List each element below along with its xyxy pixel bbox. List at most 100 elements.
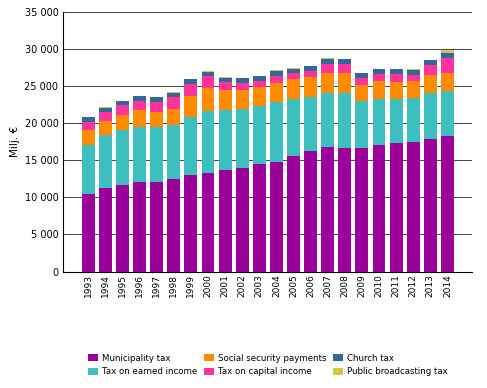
Bar (99, 121, 112, 135)
Bar (304, 97, 317, 151)
Bar (424, 60, 437, 65)
Bar (304, 66, 317, 71)
Bar (424, 139, 437, 272)
Bar (202, 111, 214, 173)
Bar (407, 98, 420, 142)
Bar (424, 75, 437, 94)
Bar (133, 127, 146, 182)
Bar (168, 109, 180, 125)
Bar (219, 90, 231, 111)
Bar (202, 88, 214, 111)
Bar (441, 73, 454, 91)
Bar (253, 164, 266, 272)
Bar (236, 109, 249, 168)
Bar (253, 87, 266, 106)
Bar (338, 147, 351, 272)
Bar (441, 58, 454, 73)
Bar (185, 117, 197, 175)
Bar (219, 78, 231, 82)
Bar (133, 182, 146, 272)
Bar (99, 108, 112, 112)
Bar (270, 71, 283, 76)
Bar (287, 99, 300, 156)
Bar (321, 93, 334, 147)
Bar (168, 179, 180, 272)
Bar (185, 96, 197, 117)
Bar (116, 105, 129, 115)
Bar (150, 182, 163, 272)
Bar (373, 99, 385, 145)
Bar (441, 53, 454, 58)
Bar (338, 59, 351, 64)
Bar (116, 130, 129, 185)
Bar (407, 70, 420, 75)
Bar (116, 101, 129, 105)
Bar (82, 194, 95, 272)
Bar (236, 168, 249, 272)
Bar (202, 72, 214, 76)
Bar (321, 147, 334, 272)
Bar (236, 90, 249, 109)
Bar (287, 156, 300, 272)
Bar (390, 99, 402, 143)
Bar (202, 173, 214, 272)
Bar (407, 81, 420, 98)
Bar (338, 73, 351, 94)
Bar (407, 75, 420, 81)
Bar (441, 136, 454, 272)
Bar (82, 146, 95, 194)
Bar (99, 135, 112, 189)
Bar (321, 64, 334, 73)
Bar (236, 78, 249, 83)
Bar (356, 73, 368, 78)
Bar (270, 102, 283, 162)
Bar (304, 151, 317, 272)
Bar (253, 81, 266, 87)
Bar (82, 130, 95, 146)
Bar (390, 143, 402, 272)
Bar (219, 170, 231, 272)
Bar (356, 101, 368, 147)
Bar (338, 64, 351, 73)
Bar (441, 50, 454, 53)
Bar (373, 74, 385, 81)
Bar (407, 142, 420, 272)
Bar (150, 102, 163, 112)
Bar (99, 189, 112, 272)
Bar (270, 162, 283, 272)
Bar (219, 82, 231, 90)
Bar (356, 85, 368, 101)
Bar (338, 94, 351, 147)
Bar (390, 74, 402, 82)
Bar (424, 65, 437, 75)
Legend: Municipality tax, Tax on earned income, Social security payments, Tax on capital: Municipality tax, Tax on earned income, … (88, 354, 448, 376)
Bar (116, 115, 129, 130)
Bar (133, 101, 146, 111)
Bar (185, 84, 197, 96)
Bar (99, 112, 112, 121)
Bar (150, 112, 163, 127)
Bar (390, 82, 402, 99)
Bar (116, 185, 129, 272)
Bar (168, 97, 180, 109)
Bar (287, 79, 300, 99)
Bar (373, 81, 385, 99)
Bar (270, 83, 283, 102)
Bar (390, 69, 402, 74)
Bar (321, 73, 334, 93)
Bar (253, 76, 266, 81)
Bar (356, 78, 368, 85)
Y-axis label: Milj. €: Milj. € (10, 126, 20, 157)
Bar (287, 69, 300, 73)
Bar (150, 97, 163, 102)
Bar (287, 73, 300, 79)
Bar (356, 147, 368, 272)
Bar (304, 77, 317, 97)
Bar (82, 121, 95, 130)
Bar (373, 69, 385, 74)
Bar (219, 111, 231, 170)
Bar (270, 76, 283, 83)
Bar (373, 145, 385, 272)
Bar (168, 125, 180, 179)
Bar (441, 91, 454, 136)
